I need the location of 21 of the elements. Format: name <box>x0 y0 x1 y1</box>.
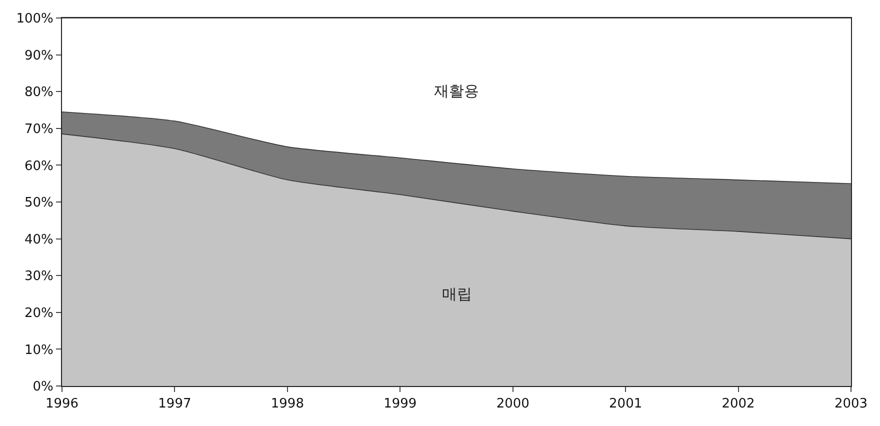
y-tick-label: 10% <box>24 342 54 358</box>
x-tick-label: 2002 <box>722 396 755 412</box>
x-tick-label: 1998 <box>270 396 304 412</box>
y-tick-label: 60% <box>24 158 54 174</box>
x-tick-label: 2000 <box>496 396 530 412</box>
x-tick-label: 1999 <box>384 396 417 412</box>
x-tick-label: 2003 <box>834 396 868 412</box>
series-label: 매립 <box>442 285 472 303</box>
series-label: 재활용 <box>434 82 479 100</box>
y-tick-label: 0% <box>32 380 54 395</box>
y-tick-label: 50% <box>24 196 54 211</box>
x-tick-label: 1996 <box>45 396 79 412</box>
y-tick-label: 100% <box>16 12 54 27</box>
y-tick-label: 90% <box>24 48 54 64</box>
x-tick-label: 2001 <box>609 396 642 412</box>
x-tick-label: 1997 <box>158 396 192 412</box>
y-tick-label: 80% <box>24 85 54 100</box>
y-tick-label: 30% <box>24 269 54 284</box>
y-tick-label: 70% <box>24 122 54 137</box>
y-tick-label: 20% <box>24 306 54 321</box>
y-tick-label: 40% <box>24 232 54 248</box>
